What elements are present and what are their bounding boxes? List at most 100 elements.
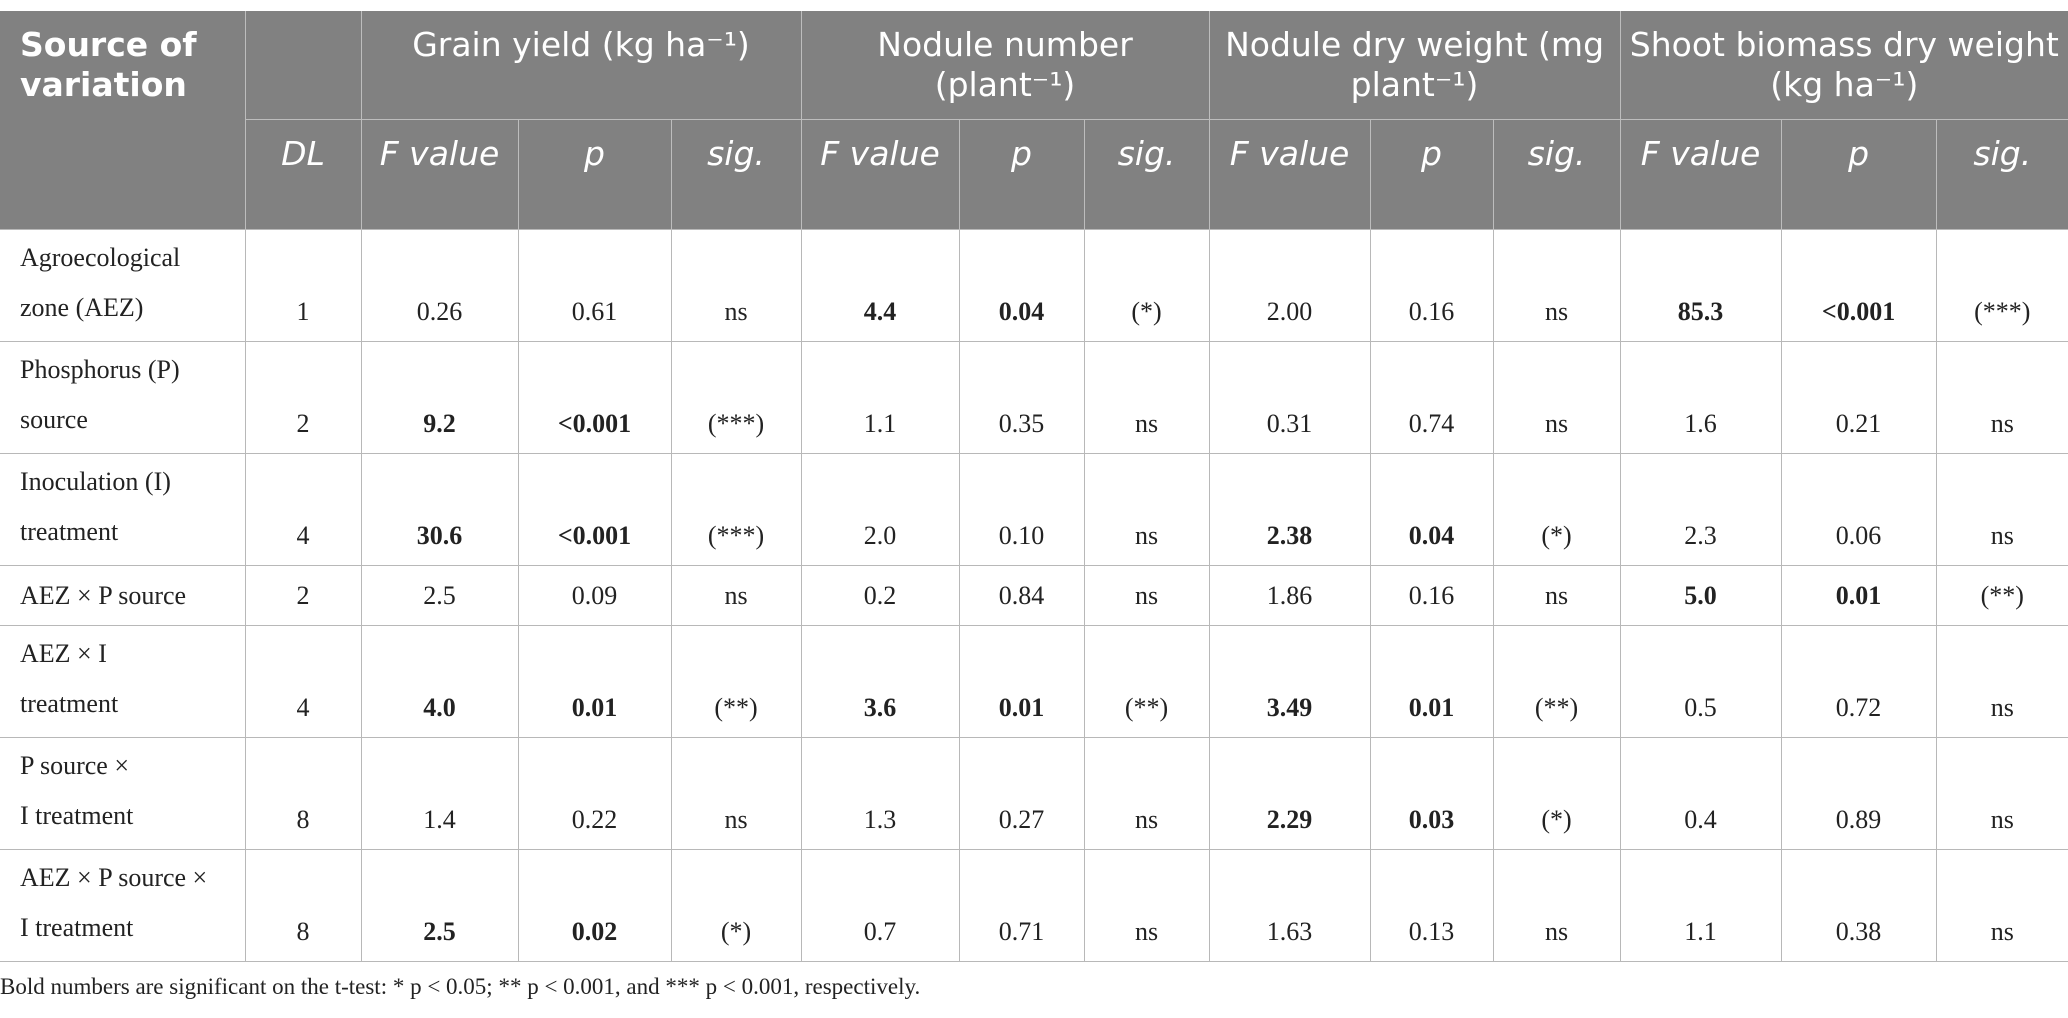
table-cell: <0.001 [517, 341, 672, 454]
table-cell: 0.7 [800, 849, 960, 962]
table-cell: 0.03 [1369, 737, 1494, 850]
table-cell: ns [1083, 341, 1210, 454]
table-cell: (***) [670, 341, 802, 454]
header-column: sig. [1935, 119, 2068, 230]
table-cell: 0.31 [1208, 341, 1371, 454]
table-cell: 2.5 [360, 849, 519, 962]
header-group: Nodule dry weight (mg plant⁻¹) [1208, 11, 1621, 120]
table-cell: (*) [1492, 737, 1621, 850]
table-cell: 85.3 [1619, 229, 1782, 342]
table-cell: 4.0 [360, 625, 519, 738]
header-row: Source of variation Grain yield (kg ha⁻¹)… [0, 11, 2068, 230]
table-row: Phosphorus (P) source 2 9.2 <0.001 (***) 1.1 0… [0, 341, 2068, 454]
row-source: AEZ × P source [0, 565, 246, 626]
table-cell: 8 [244, 737, 362, 850]
table-cell: 4 [244, 625, 362, 738]
table-cell: 9.2 [360, 341, 519, 454]
table-cell: 2.00 [1208, 229, 1371, 342]
table-cell: ns [1083, 737, 1210, 850]
table-header: Source of variation Grain yield (kg ha⁻¹)… [0, 11, 2068, 230]
header-column: F value [360, 119, 519, 230]
table-cell: ns [1492, 565, 1621, 626]
table-cell: ns [1935, 625, 2068, 738]
table-cell: 1.1 [800, 341, 960, 454]
table-cell: ns [1935, 453, 2068, 566]
table-cell: 0.01 [1780, 565, 1937, 626]
table-cell: 0.72 [1780, 625, 1937, 738]
table-cell: 3.6 [800, 625, 960, 738]
table-cell: 5.0 [1619, 565, 1782, 626]
table-cell: 1 [244, 229, 362, 342]
table-cell: 0.22 [517, 737, 672, 850]
table-cell: 0.74 [1369, 341, 1494, 454]
header-column: sig. [670, 119, 802, 230]
table-cell: (**) [670, 625, 802, 738]
table-cell: 2 [244, 565, 362, 626]
table-body: Agroecological zone (AEZ) 1 0.26 0.61 ns 4.4 0… [0, 229, 2068, 962]
table-cell: ns [1083, 849, 1210, 962]
table-cell: 0.4 [1619, 737, 1782, 850]
header-column: p [1780, 119, 1937, 230]
table-cell: 4 [244, 453, 362, 566]
table-cell: 0.01 [958, 625, 1085, 738]
table-cell: 0.10 [958, 453, 1085, 566]
table-cell: 0.02 [517, 849, 672, 962]
table-cell: ns [1083, 453, 1210, 566]
table-cell: 0.13 [1369, 849, 1494, 962]
header-column: sig. [1083, 119, 1210, 230]
table-cell: 1.1 [1619, 849, 1782, 962]
table-cell: 1.86 [1208, 565, 1371, 626]
table-cell: 4.4 [800, 229, 960, 342]
table-cell: <0.001 [1780, 229, 1937, 342]
row-source: AEZ × I treatment [0, 625, 246, 738]
table-cell: (**) [1935, 565, 2068, 626]
table-cell: 2 [244, 341, 362, 454]
table-cell: 0.38 [1780, 849, 1937, 962]
table-cell: (**) [1083, 625, 1210, 738]
row-source: Phosphorus (P) source [0, 341, 246, 454]
table-row: Inoculation (I) treatment 4 30.6 <0.001 (***… [0, 453, 2068, 566]
table-cell: 0.26 [360, 229, 519, 342]
anova-table: Source of variation Grain yield (kg ha⁻¹)… [0, 11, 2068, 962]
header-column: F value [1208, 119, 1371, 230]
table-cell: 0.84 [958, 565, 1085, 626]
table-cell: 2.38 [1208, 453, 1371, 566]
table-cell: (***) [670, 453, 802, 566]
table-cell: 0.16 [1369, 565, 1494, 626]
table-cell: 0.21 [1780, 341, 1937, 454]
row-source: Agroecological zone (AEZ) [0, 229, 246, 342]
table-cell: 0.16 [1369, 229, 1494, 342]
header-group: Nodule number (plant⁻¹) [800, 11, 1210, 120]
table-cell: 0.2 [800, 565, 960, 626]
table-cell: 1.63 [1208, 849, 1371, 962]
header-row: DL F value p sig. F value p sig. F value p sig. F … [0, 119, 2068, 230]
table-cell: 0.01 [517, 625, 672, 738]
header-column: p [958, 119, 1085, 230]
table-row: P source × I treatment 8 1.4 0.22 ns 1.3 0.27 n… [0, 737, 2068, 850]
table-cell: 8 [244, 849, 362, 962]
header-column: p [1369, 119, 1494, 230]
header-column: F value [1619, 119, 1782, 230]
table-cell: 0.06 [1780, 453, 1937, 566]
table-cell: (*) [670, 849, 802, 962]
table-cell: 1.6 [1619, 341, 1782, 454]
table-cell: 1.3 [800, 737, 960, 850]
row-source: Inoculation (I) treatment [0, 453, 246, 566]
table-cell: <0.001 [517, 453, 672, 566]
table-wrap: Source of variation Grain yield (kg ha⁻¹)… [0, 11, 2068, 962]
table-cell: 0.27 [958, 737, 1085, 850]
table-cell: 0.09 [517, 565, 672, 626]
table-cell: ns [670, 737, 802, 850]
table-row: AEZ × P source × I treatment 8 2.5 0.02 (*) 0… [0, 849, 2068, 962]
header-column: F value [800, 119, 960, 230]
table-cell: (**) [1492, 625, 1621, 738]
table-row: Agroecological zone (AEZ) 1 0.26 0.61 ns 4.4 0… [0, 229, 2068, 342]
table-cell: ns [670, 565, 802, 626]
table-row: AEZ × I treatment 4 4.0 0.01 (**) 3.6 0.01 (**)… [0, 625, 2068, 738]
table-cell: (*) [1492, 453, 1621, 566]
header-column: sig. [1492, 119, 1621, 230]
table-cell: 1.4 [360, 737, 519, 850]
table-row: AEZ × P source 2 2.5 0.09 ns 0.2 0.84 ns 1.86 0.1… [0, 565, 2068, 626]
table-cell: (***) [1935, 229, 2068, 342]
